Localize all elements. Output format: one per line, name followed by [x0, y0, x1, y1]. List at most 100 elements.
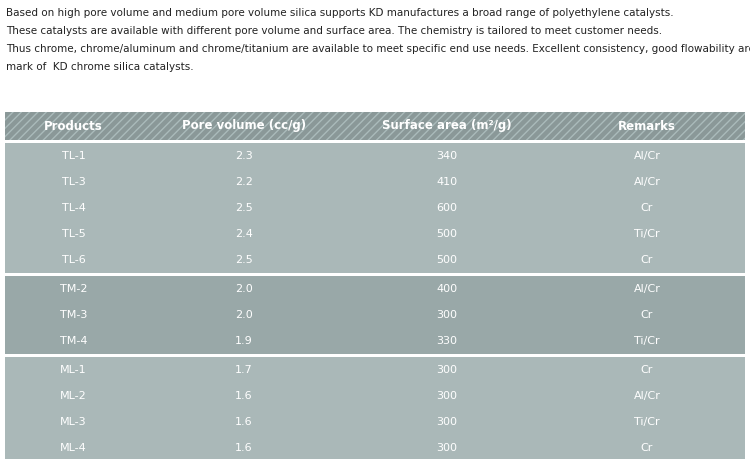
Text: TM-2: TM-2: [60, 284, 87, 294]
Text: Cr: Cr: [640, 255, 653, 265]
Bar: [346, 357, 549, 383]
Text: mark of  KD chrome silica catalysts.: mark of KD chrome silica catalysts.: [6, 62, 194, 72]
Bar: [346, 383, 549, 409]
Bar: [346, 112, 549, 140]
Bar: [5, 409, 142, 435]
Text: 300: 300: [436, 391, 457, 401]
Bar: [346, 247, 549, 273]
Text: 600: 600: [436, 203, 457, 213]
Text: 400: 400: [436, 284, 457, 294]
Bar: [5, 112, 142, 140]
Text: TL-3: TL-3: [62, 177, 86, 187]
Bar: [142, 169, 346, 195]
Bar: [142, 112, 346, 140]
Text: 1.6: 1.6: [235, 417, 253, 427]
Text: Cr: Cr: [640, 365, 653, 375]
Text: 2.0: 2.0: [235, 284, 253, 294]
Bar: [5, 383, 142, 409]
Bar: [549, 383, 745, 409]
Bar: [549, 112, 745, 140]
Bar: [5, 354, 745, 357]
Text: 500: 500: [436, 229, 457, 239]
Text: These catalysts are available with different pore volume and surface area. The c: These catalysts are available with diffe…: [6, 26, 662, 36]
Text: 300: 300: [436, 443, 457, 453]
Text: TL-6: TL-6: [62, 255, 86, 265]
Text: Remarks: Remarks: [618, 119, 676, 133]
Text: 410: 410: [436, 177, 457, 187]
Text: Al/Cr: Al/Cr: [634, 284, 661, 294]
Text: Ti/Cr: Ti/Cr: [634, 229, 660, 239]
Text: 330: 330: [436, 336, 457, 346]
Bar: [346, 112, 549, 140]
Bar: [346, 276, 549, 302]
Text: ML-2: ML-2: [60, 391, 87, 401]
Text: Pore volume (cc/g): Pore volume (cc/g): [182, 119, 306, 133]
Text: 1.9: 1.9: [235, 336, 253, 346]
Text: 300: 300: [436, 417, 457, 427]
Text: Cr: Cr: [640, 203, 653, 213]
Bar: [346, 435, 549, 459]
Bar: [142, 328, 346, 354]
Bar: [5, 221, 142, 247]
Bar: [5, 328, 142, 354]
Text: Al/Cr: Al/Cr: [634, 177, 661, 187]
Text: 2.4: 2.4: [235, 229, 253, 239]
Bar: [549, 195, 745, 221]
Bar: [549, 112, 745, 140]
Bar: [346, 169, 549, 195]
Bar: [549, 409, 745, 435]
Bar: [346, 409, 549, 435]
Bar: [5, 140, 745, 143]
Bar: [346, 328, 549, 354]
Bar: [142, 195, 346, 221]
Bar: [346, 143, 549, 169]
Text: 2.3: 2.3: [235, 151, 253, 161]
Bar: [549, 276, 745, 302]
Bar: [142, 302, 346, 328]
Bar: [142, 221, 346, 247]
Bar: [549, 328, 745, 354]
Text: Products: Products: [44, 119, 103, 133]
Bar: [142, 112, 346, 140]
Text: Thus chrome, chrome/aluminum and chrome/titanium are available to meet specific : Thus chrome, chrome/aluminum and chrome/…: [6, 44, 750, 54]
Bar: [142, 276, 346, 302]
Bar: [142, 409, 346, 435]
Bar: [5, 276, 142, 302]
Bar: [549, 435, 745, 459]
Bar: [346, 221, 549, 247]
Text: Based on high pore volume and medium pore volume silica supports KD manufactures: Based on high pore volume and medium por…: [6, 8, 674, 18]
Text: 300: 300: [436, 310, 457, 320]
Bar: [5, 195, 142, 221]
Bar: [549, 169, 745, 195]
Bar: [142, 357, 346, 383]
Bar: [346, 195, 549, 221]
Text: TM-3: TM-3: [60, 310, 87, 320]
Bar: [549, 143, 745, 169]
Text: 1.7: 1.7: [235, 365, 253, 375]
Text: 2.2: 2.2: [235, 177, 253, 187]
Bar: [5, 302, 142, 328]
Text: 2.5: 2.5: [235, 203, 253, 213]
Text: ML-1: ML-1: [60, 365, 87, 375]
Bar: [142, 247, 346, 273]
Text: 2.5: 2.5: [235, 255, 253, 265]
Text: TL-5: TL-5: [62, 229, 86, 239]
Text: TM-4: TM-4: [60, 336, 87, 346]
Bar: [142, 435, 346, 459]
Bar: [5, 169, 142, 195]
Bar: [5, 143, 142, 169]
Text: 300: 300: [436, 365, 457, 375]
Bar: [142, 383, 346, 409]
Bar: [5, 112, 142, 140]
Text: 1.6: 1.6: [235, 443, 253, 453]
Bar: [549, 357, 745, 383]
Bar: [549, 247, 745, 273]
Text: ML-4: ML-4: [60, 443, 87, 453]
Bar: [549, 302, 745, 328]
Text: ML-3: ML-3: [60, 417, 87, 427]
Bar: [5, 273, 745, 276]
Text: Cr: Cr: [640, 443, 653, 453]
Bar: [549, 221, 745, 247]
Bar: [142, 143, 346, 169]
Bar: [5, 357, 142, 383]
